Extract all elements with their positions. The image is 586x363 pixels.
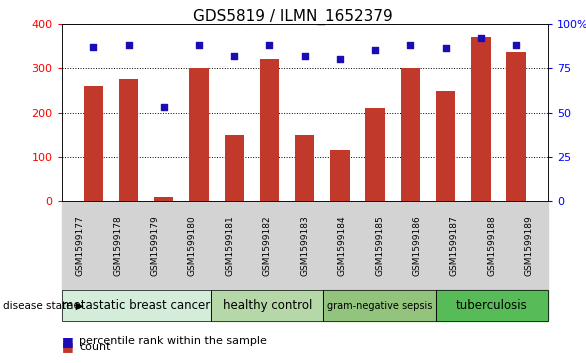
Bar — [154, 197, 173, 201]
Point — [441, 46, 450, 52]
Text: GSM1599181: GSM1599181 — [226, 216, 234, 276]
Bar — [260, 59, 279, 201]
Bar — [84, 86, 103, 201]
Text: ■: ■ — [62, 340, 73, 353]
Point — [370, 47, 380, 53]
Point — [159, 104, 169, 110]
Bar — [366, 108, 385, 201]
Text: GSM1599185: GSM1599185 — [375, 216, 384, 276]
Point — [406, 42, 415, 48]
Point — [230, 53, 239, 58]
Text: GSM1599178: GSM1599178 — [113, 216, 122, 276]
Bar — [189, 68, 209, 201]
Bar — [401, 68, 420, 201]
Text: percentile rank within the sample: percentile rank within the sample — [79, 336, 267, 346]
Point — [512, 42, 521, 48]
Text: GSM1599182: GSM1599182 — [263, 216, 272, 276]
Text: GSM1599180: GSM1599180 — [188, 216, 197, 276]
Bar — [506, 53, 526, 201]
Bar — [295, 135, 315, 201]
Text: GSM1599186: GSM1599186 — [413, 216, 421, 276]
Text: ■: ■ — [62, 335, 73, 348]
Point — [335, 56, 345, 62]
Text: healthy control: healthy control — [223, 299, 312, 312]
Bar — [331, 150, 350, 201]
Text: count: count — [79, 342, 111, 352]
Text: gram-negative sepsis: gram-negative sepsis — [327, 301, 432, 311]
Bar — [224, 135, 244, 201]
Text: GSM1599183: GSM1599183 — [300, 216, 309, 276]
Text: GSM1599179: GSM1599179 — [151, 216, 159, 276]
Bar — [119, 79, 138, 201]
Text: metastatic breast cancer: metastatic breast cancer — [62, 299, 210, 312]
Point — [265, 42, 274, 48]
Text: disease state ▶: disease state ▶ — [3, 301, 84, 311]
Bar — [436, 91, 455, 201]
Point — [300, 53, 309, 58]
Point — [88, 44, 98, 50]
Text: GSM1599184: GSM1599184 — [338, 216, 347, 276]
Text: GSM1599189: GSM1599189 — [524, 216, 534, 276]
Text: GSM1599177: GSM1599177 — [76, 216, 85, 276]
Text: GSM1599187: GSM1599187 — [450, 216, 459, 276]
Text: GDS5819 / ILMN_1652379: GDS5819 / ILMN_1652379 — [193, 9, 393, 25]
Point — [476, 35, 486, 41]
Point — [124, 42, 133, 48]
Bar — [471, 37, 490, 201]
Text: GSM1599188: GSM1599188 — [488, 216, 496, 276]
Point — [195, 42, 204, 48]
Text: tuberculosis: tuberculosis — [456, 299, 527, 312]
